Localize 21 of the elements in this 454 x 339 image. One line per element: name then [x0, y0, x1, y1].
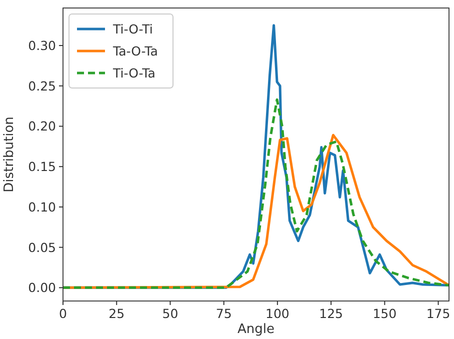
y-axis-title: Distribution	[2, 116, 17, 192]
x-tick-label: 125	[319, 306, 343, 321]
x-tick-label: 0	[59, 306, 68, 321]
y-tick-label: 0.15	[28, 159, 56, 174]
y-tick-label: 0.30	[28, 38, 56, 54]
legend-label: Ta-O-Ta	[112, 44, 158, 58]
x-tick-label: 75	[216, 306, 232, 321]
line-series	[62, 98, 450, 289]
x-tick-label: 100	[266, 306, 290, 321]
y-tick-label: 0.05	[28, 240, 56, 255]
legend-label: Ti-O-Ta	[112, 66, 156, 80]
legend-label: Ti-O-Ti	[112, 22, 153, 36]
x-tick-label: 25	[108, 306, 125, 321]
x-tick-label: 150	[372, 306, 397, 321]
y-tick-label: 0.20	[28, 118, 56, 134]
x-tick-label: 175	[426, 306, 450, 321]
x-axis-title: Angle	[238, 322, 274, 337]
y-tick-label: 0.25	[28, 78, 56, 94]
y-tick-label: 0.10	[28, 199, 56, 214]
x-tick-label: 50	[162, 306, 178, 321]
y-tick-label: 0.00	[28, 280, 56, 296]
